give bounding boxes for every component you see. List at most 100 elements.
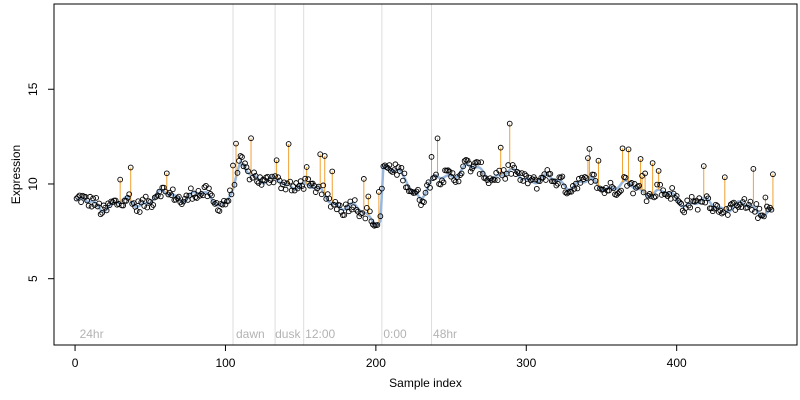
data-point <box>302 175 309 182</box>
data-point <box>376 189 382 195</box>
data-point <box>521 171 528 177</box>
data-point <box>206 185 212 192</box>
data-point <box>637 156 644 162</box>
data-point <box>303 164 310 170</box>
data-point <box>723 206 730 212</box>
data-point <box>610 185 617 192</box>
data-point <box>764 203 770 210</box>
data-point <box>305 176 312 183</box>
data-point <box>195 187 202 194</box>
data-point <box>762 194 769 201</box>
data-point <box>397 168 403 174</box>
data-point <box>452 179 459 185</box>
x-tick-label: 0 <box>72 356 79 370</box>
data-point <box>239 154 245 160</box>
data-point <box>726 205 733 211</box>
annotation-label: 48hr <box>433 327 457 341</box>
data-point <box>449 170 456 176</box>
data-point <box>209 192 215 199</box>
data-point <box>606 187 612 194</box>
data-point <box>73 195 80 202</box>
data-point <box>236 157 242 164</box>
data-point <box>261 177 268 184</box>
data-point <box>511 164 518 171</box>
data-point <box>368 218 375 225</box>
data-point <box>275 174 281 181</box>
data-point <box>225 197 232 204</box>
data-point <box>678 200 685 207</box>
data-point <box>553 182 560 189</box>
data-point <box>559 173 566 180</box>
data-point <box>416 197 423 203</box>
data-point <box>198 190 205 197</box>
data-point <box>394 172 400 178</box>
data-point <box>401 170 408 177</box>
data-point <box>385 165 391 171</box>
data-point <box>186 192 193 199</box>
data-point <box>655 168 662 174</box>
data-point <box>467 168 474 175</box>
data-points <box>73 120 776 229</box>
data-point <box>431 174 438 181</box>
data-point <box>240 163 247 170</box>
y-axis: 5 10 15 <box>26 82 55 282</box>
data-point <box>542 177 549 183</box>
data-point <box>746 201 752 208</box>
data-point <box>582 174 588 180</box>
data-point <box>622 174 629 181</box>
data-point <box>759 212 766 219</box>
data-point <box>640 189 647 196</box>
data-point <box>491 177 498 183</box>
data-point <box>299 183 306 189</box>
data-point <box>93 195 99 201</box>
data-point <box>523 173 530 179</box>
data-point <box>649 160 656 166</box>
data-point <box>497 144 504 151</box>
data-point <box>168 192 175 199</box>
data-point <box>142 193 149 200</box>
data-point <box>90 195 96 202</box>
data-point <box>667 195 674 202</box>
data-point <box>139 196 146 203</box>
data-point <box>97 211 104 218</box>
data-point <box>747 198 754 205</box>
data-point <box>727 201 734 208</box>
time-annotations: 24hr dawn dusk 12:00 0:00 48hr <box>80 327 457 341</box>
data-point <box>752 208 758 215</box>
data-point <box>320 182 327 189</box>
data-point <box>425 179 432 186</box>
data-point <box>585 155 591 161</box>
data-point <box>558 174 564 181</box>
data-point <box>326 195 333 202</box>
data-point <box>78 199 84 205</box>
data-point <box>188 185 194 192</box>
data-point <box>312 189 319 195</box>
data-point <box>207 191 214 197</box>
plot-frame <box>53 3 798 346</box>
data-point <box>297 178 304 185</box>
data-point <box>721 174 728 181</box>
data-point <box>518 170 525 176</box>
data-point <box>673 193 680 199</box>
data-point <box>157 193 164 200</box>
data-point <box>273 157 280 164</box>
data-point <box>577 180 584 186</box>
data-point <box>377 213 384 220</box>
data-point <box>609 184 615 190</box>
data-point <box>455 178 462 185</box>
data-point <box>753 201 760 207</box>
data-point <box>718 210 725 217</box>
data-point <box>428 154 435 160</box>
data-point <box>657 181 663 188</box>
data-point <box>547 171 554 177</box>
data-point <box>517 177 524 183</box>
data-point <box>191 190 197 197</box>
data-point <box>688 193 695 200</box>
data-point <box>156 188 163 195</box>
data-point <box>597 185 603 192</box>
data-point <box>84 197 90 204</box>
data-point <box>281 179 287 186</box>
data-point <box>464 157 471 164</box>
data-point <box>367 208 373 215</box>
data-point <box>248 135 254 142</box>
